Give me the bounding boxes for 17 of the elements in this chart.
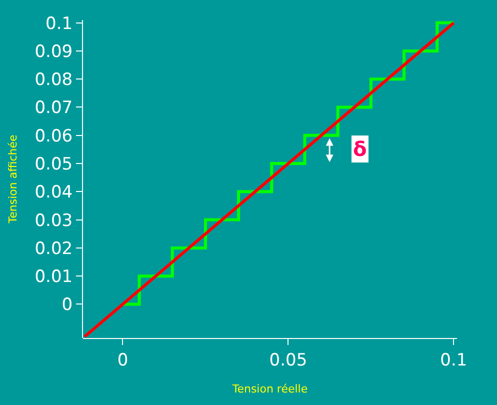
y-tick-label: 0.03 [34,210,73,231]
y-tick-label: 0 [62,295,73,316]
x-tick-label: 0.1 [440,350,468,370]
y-tick-label: 0.09 [34,42,73,62]
y-tick-label: 0.02 [34,238,73,259]
y-tick-label: 0.01 [34,267,73,288]
x-axis-title: Tension réelle [231,382,308,396]
annotation: δ [353,137,367,161]
x-tick-label: 0 [117,350,128,370]
y-tick-label: 0.07 [34,98,73,118]
y-tick-label: 0.08 [34,70,73,90]
y-tick-label: 0.06 [34,126,73,146]
y-tick-label: 0.04 [34,182,73,203]
y-tick-label: 0.05 [34,154,73,174]
x-tick-label: 0.05 [269,350,308,370]
y-axis-title: Tension affichée [6,134,20,224]
y-tick-label: 0.1 [46,14,73,34]
